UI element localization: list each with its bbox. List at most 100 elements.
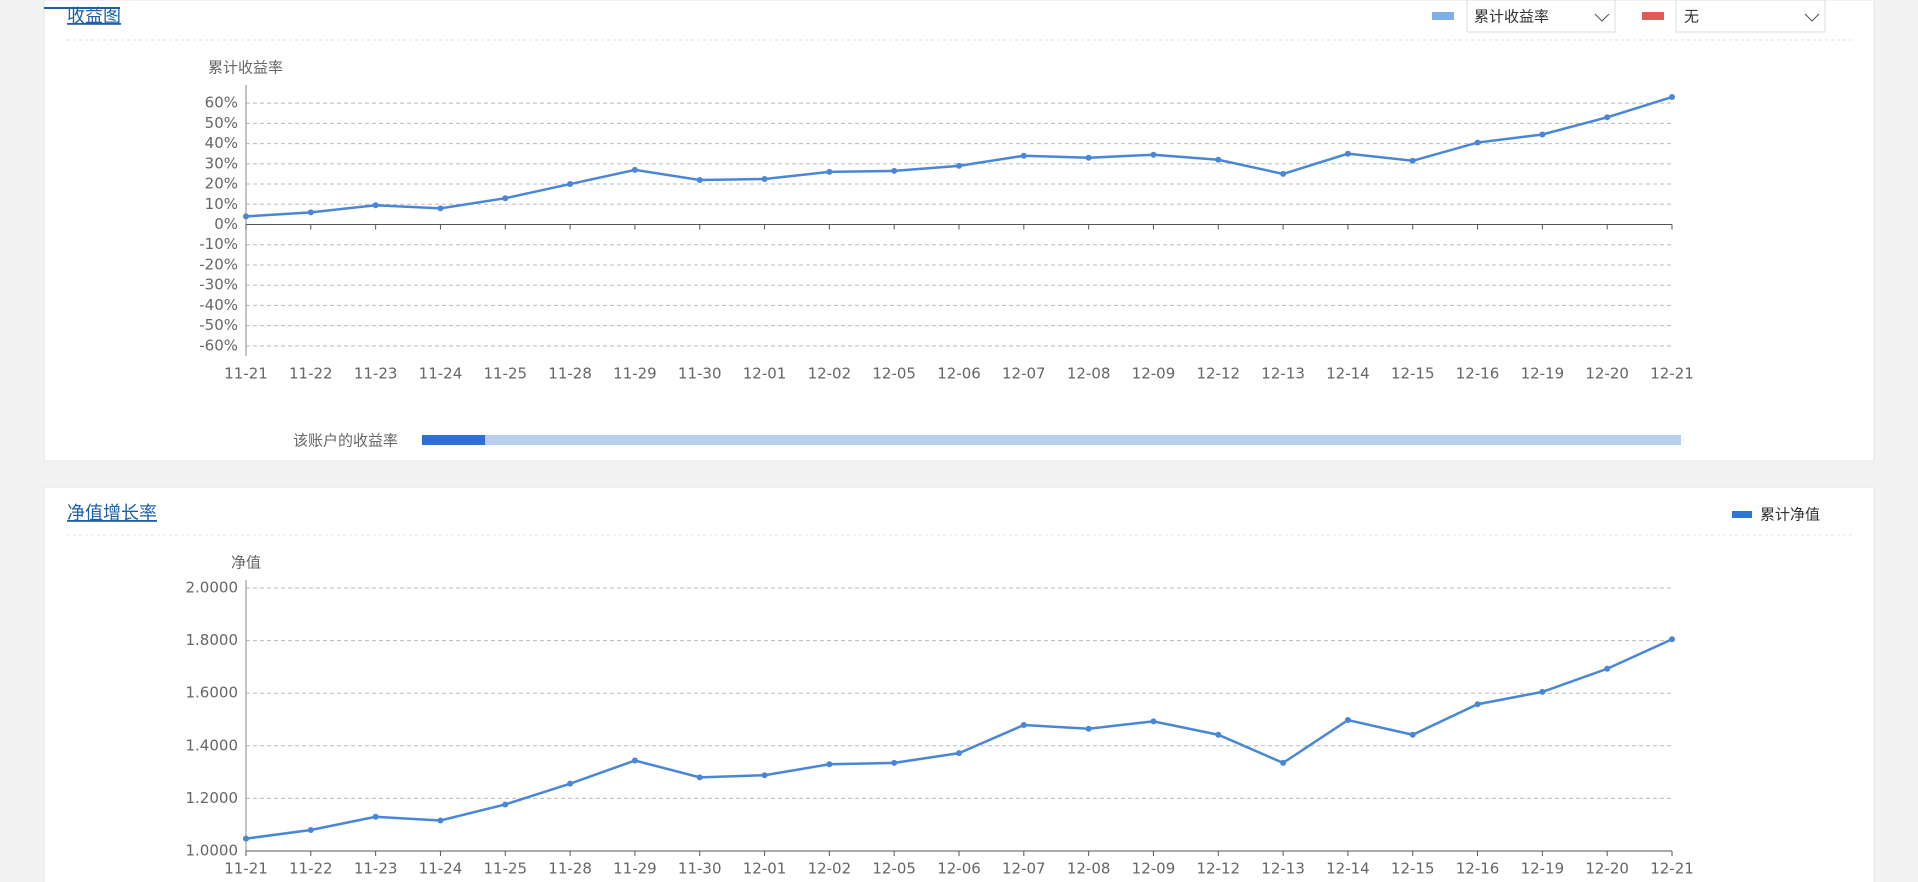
x-tick-label: 12-07 [1002,860,1046,878]
x-tick-label: 11-22 [289,365,333,383]
x-tick-label: 11-23 [354,860,398,878]
point [437,205,444,212]
x-tick-label: 12-19 [1521,860,1565,878]
x-tick-label: 12-20 [1585,365,1629,383]
point [1020,722,1027,729]
point [567,181,574,188]
y-tick-label: -40% [199,296,238,314]
y-axis-title: 净值 [231,554,261,572]
x-tick-label: 12-05 [872,860,916,878]
slider-handle[interactable] [422,435,485,445]
panel-title[interactable]: 净值增长率 [67,503,157,524]
x-tick-label: 11-21 [224,365,268,383]
x-tick-label: 12-02 [808,860,852,878]
point [307,826,314,833]
point [1150,151,1157,158]
point [761,175,768,182]
x-tick-label: 12-14 [1326,365,1370,383]
point [1539,131,1546,138]
point [1215,156,1222,163]
point [1604,665,1611,672]
x-tick-label: 12-15 [1391,860,1435,878]
y-tick-label: -10% [199,235,238,253]
x-tick-label: 12-14 [1326,860,1370,878]
panel-title[interactable]: 收益图 [67,6,121,27]
point [1344,717,1351,724]
x-tick-label: 12-15 [1391,365,1435,383]
point [1539,688,1546,695]
point [956,750,962,757]
x-tick-label: 12-21 [1650,860,1694,878]
dropdown[interactable] [1675,0,1826,33]
x-tick-label: 12-12 [1196,860,1240,878]
point [631,757,638,764]
x-tick-label: 11-25 [483,365,527,383]
x-tick-label: 12-21 [1650,365,1694,383]
point [1215,731,1222,738]
x-tick-label: 11-22 [289,860,333,878]
x-tick-label: 12-06 [937,860,981,878]
x-tick-label: 11-28 [548,365,592,383]
x-tick-label: 11-30 [678,365,722,383]
x-tick-label: 12-01 [743,860,787,878]
y-tick-label: 0% [214,215,238,233]
x-tick-label: 12-08 [1067,860,1111,878]
legend-label: 累计净值 [1760,506,1820,524]
legend-swatch [1732,511,1752,518]
y-tick-label: 1.0000 [186,842,239,860]
point [307,209,314,216]
point [502,195,509,202]
dropdown-text[interactable]: 无 [1684,8,1699,26]
point [1085,725,1092,732]
x-tick-label: 11-29 [613,860,657,878]
x-tick-label: 11-23 [354,365,398,383]
dropdown-arrow[interactable] [1594,13,1610,22]
y-tick-label: -60% [199,336,238,354]
point [372,813,379,820]
panel [43,0,1875,462]
point [372,202,379,209]
point [761,772,768,779]
point [1409,157,1416,164]
y-tick-label: 2.0000 [186,579,239,597]
point [1669,636,1675,643]
point [502,801,509,808]
point [1150,718,1157,725]
dropdown[interactable] [1466,0,1616,33]
dropdown-text[interactable]: 累计收益率 [1474,8,1549,26]
point [1344,150,1351,157]
legend-swatch [1432,12,1454,20]
y-tick-label: 1.2000 [186,789,239,807]
x-tick-label: 11-30 [678,860,722,878]
x-tick-label: 12-13 [1261,860,1305,878]
point [243,213,249,220]
point [631,166,638,173]
y-tick-label: 1.8000 [186,631,239,649]
y-tick-label: 10% [205,195,238,213]
point [826,761,833,768]
point [1409,731,1416,738]
slider-label: 该账户的收益率 [293,432,398,450]
point [1085,154,1092,161]
point [1020,152,1027,159]
x-tick-label: 11-29 [613,365,657,383]
x-tick-label: 12-02 [808,365,852,383]
y-tick-label: 40% [205,134,238,152]
point [956,162,962,169]
y-tick-label: -30% [199,276,238,294]
x-tick-label: 12-20 [1585,860,1629,878]
y-tick-label: -20% [199,255,238,273]
x-tick-label: 12-12 [1196,365,1240,383]
point [437,817,444,824]
x-tick-label: 12-06 [937,365,981,383]
x-tick-label: 12-16 [1456,365,1500,383]
dropdown-arrow[interactable] [1804,13,1820,22]
y-tick-label: 60% [205,94,238,112]
x-tick-label: 12-19 [1521,365,1565,383]
y-tick-label: 50% [205,114,238,132]
slider-track[interactable] [422,435,1681,445]
point [1474,701,1481,708]
point [1280,759,1287,766]
